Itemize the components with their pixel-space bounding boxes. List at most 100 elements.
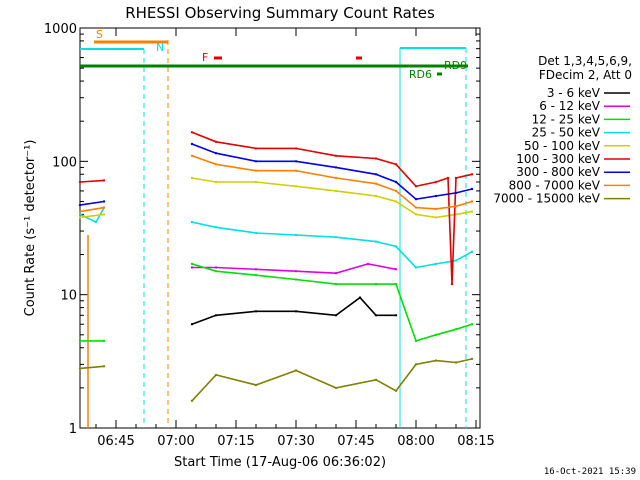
data-point (254, 160, 258, 163)
x-tick-label: 08:00 (397, 434, 434, 449)
legend-label: 300 - 800 keV (516, 165, 600, 179)
data-point (434, 207, 438, 211)
x-axis: 06:45 07:00 07:15 07:30 07:45 08:00 08:15 (95, 28, 495, 449)
legend-label: 50 - 100 keV (524, 139, 601, 153)
legend-header-line-2: FDecim 2, Att 0 (539, 68, 632, 82)
series-line-8-seg-0 (79, 365, 105, 370)
data-point (470, 323, 474, 326)
data-point (78, 367, 82, 370)
data-point (102, 179, 106, 182)
legend-header-line-1: Det 1,3,4,5,6,9, (538, 54, 632, 68)
data-point (454, 176, 458, 180)
data-point (366, 262, 370, 266)
data-point (374, 378, 378, 381)
data-point (294, 369, 298, 372)
data-point (334, 154, 338, 157)
data-point (454, 361, 458, 364)
data-point (334, 386, 338, 390)
data-point (374, 157, 378, 160)
data-point (414, 339, 418, 343)
data-point (78, 216, 82, 219)
x-tick-label: 06:45 (97, 434, 134, 449)
series-line-0-seg-0 (191, 296, 396, 325)
data-point (414, 198, 418, 201)
data-point (254, 383, 258, 387)
data-point (294, 147, 298, 150)
data-point (214, 314, 218, 317)
data-point (190, 142, 194, 146)
data-point (254, 268, 258, 271)
data-point (78, 213, 82, 216)
series-layer (78, 131, 474, 402)
x-tick-label: 07:45 (337, 434, 374, 449)
data-point (470, 210, 474, 213)
data-point (190, 154, 194, 157)
data-point (334, 282, 338, 286)
data-point (190, 220, 194, 224)
series-line-6-seg-0 (79, 200, 105, 206)
legend-label: 6 - 12 keV (539, 99, 601, 113)
y-axis-label: Count Rate (s⁻¹ detector⁻¹) (23, 140, 38, 317)
data-point (78, 210, 82, 213)
data-point (294, 233, 298, 237)
data-point (334, 189, 338, 193)
data-point (190, 323, 194, 326)
data-point (454, 259, 458, 262)
data-point (414, 185, 418, 188)
legend-label: 3 - 6 keV (547, 86, 601, 100)
data-point (434, 180, 438, 184)
data-point (254, 169, 258, 172)
data-point (470, 200, 474, 203)
data-point (190, 176, 194, 180)
data-point (374, 282, 378, 286)
data-point (394, 389, 398, 392)
data-point (214, 140, 218, 143)
data-point (294, 169, 298, 172)
plot-frame (79, 27, 481, 429)
observing-regions: S N F RD6 RD9 (80, 28, 468, 428)
data-point (78, 339, 82, 343)
data-point (214, 270, 218, 273)
data-point (254, 231, 258, 235)
data-point (254, 180, 258, 184)
legend: Det 1,3,4,5,6,9, FDecim 2, Att 0 3 - 6 k… (493, 54, 632, 206)
data-point (434, 333, 438, 336)
data-point (334, 314, 338, 317)
data-point (414, 206, 418, 209)
legend-label: 7000 - 15000 keV (493, 192, 600, 206)
legend-label: 100 - 300 keV (516, 152, 600, 166)
data-point (374, 314, 378, 317)
data-point (334, 166, 338, 169)
data-point (294, 270, 298, 273)
x-tick-label: 07:00 (157, 434, 194, 449)
data-point (294, 160, 298, 163)
x-tick-label: 08:15 (457, 434, 494, 449)
data-point (78, 180, 82, 184)
data-point (470, 357, 474, 361)
data-point (394, 282, 398, 286)
data-point (214, 266, 218, 269)
y-axis: 1 10 100 1000 (44, 22, 480, 437)
data-point (434, 194, 438, 198)
data-point (394, 189, 398, 193)
data-point (334, 176, 338, 180)
data-point (190, 399, 194, 402)
data-point (78, 203, 82, 207)
data-point (94, 220, 98, 224)
data-point (414, 363, 418, 366)
legend-label: 12 - 25 keV (532, 112, 601, 126)
data-point (214, 163, 218, 166)
data-point (454, 328, 458, 331)
data-point (214, 226, 218, 229)
y-tick-label: 1 (69, 422, 77, 437)
data-point (434, 216, 438, 219)
data-point (434, 262, 438, 266)
data-point (446, 176, 450, 180)
data-point (294, 310, 298, 313)
data-point (214, 180, 218, 184)
saa-label: S (96, 28, 103, 41)
flare-label: F (202, 51, 208, 64)
chart-title: RHESSI Observing Summary Count Rates (125, 4, 435, 22)
data-point (254, 147, 258, 150)
data-point (190, 131, 194, 134)
